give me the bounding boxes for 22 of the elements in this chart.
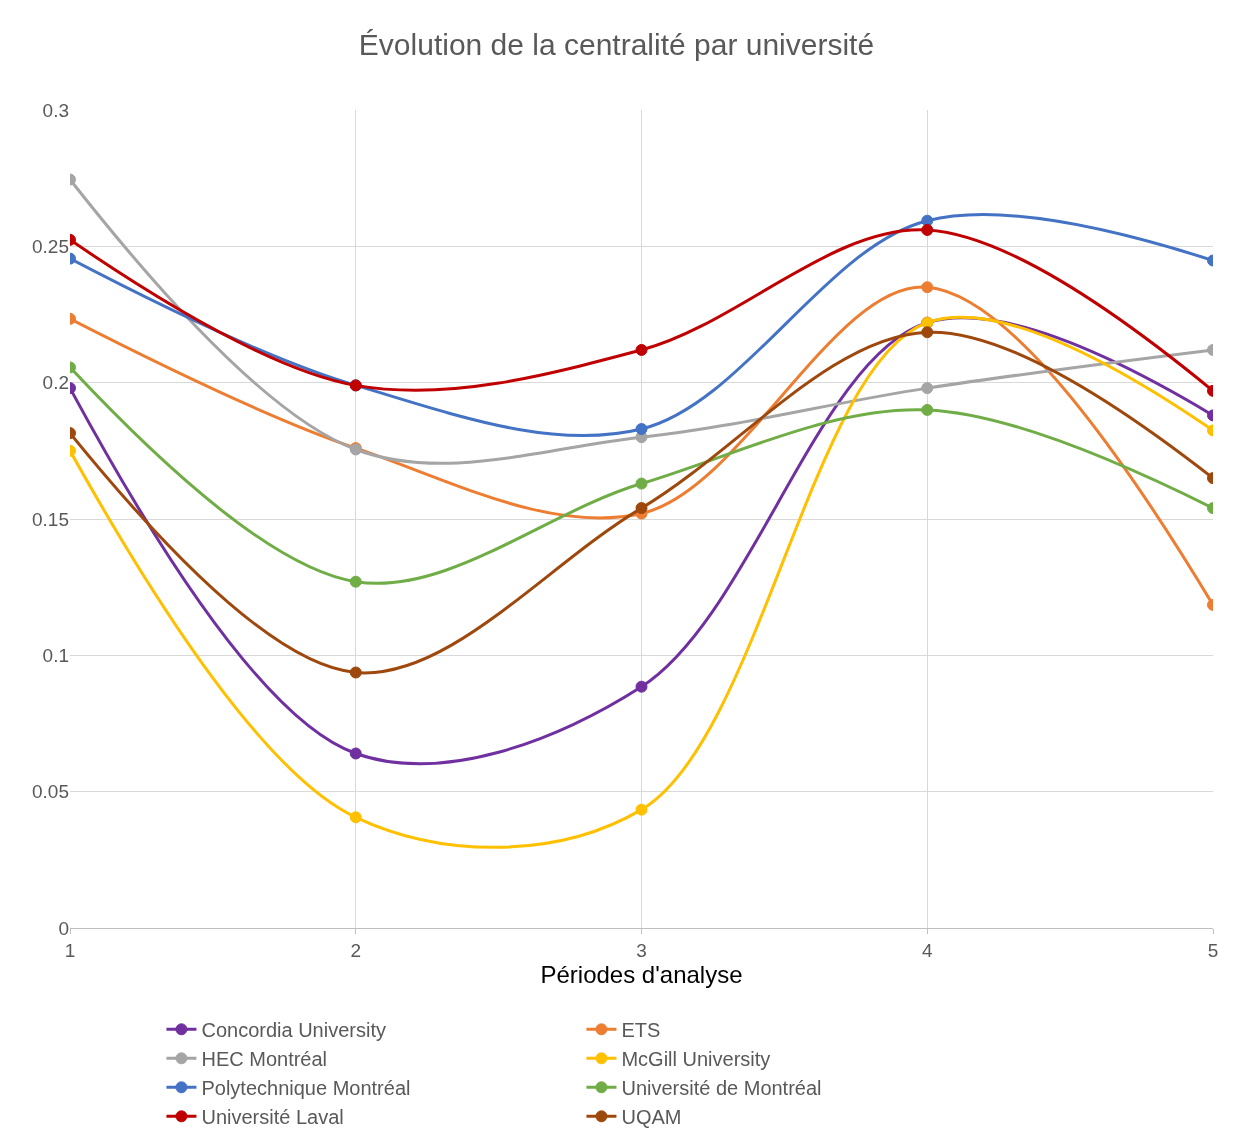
legend-label: UQAM (621, 1106, 682, 1129)
x-tick-label: 4 (921, 939, 933, 961)
x-tick-label: 5 (1207, 939, 1219, 961)
legend-label: McGill University (621, 1048, 771, 1071)
y-tick-label: 0 (58, 917, 69, 939)
legend-label: Concordia University (201, 1019, 386, 1042)
y-tick-label: 0.1 (42, 644, 69, 666)
x-tick-label: 3 (636, 939, 647, 961)
chart-title: Évolution de la centralité par université (358, 28, 875, 62)
y-tick-label: 0.3 (42, 99, 69, 121)
legend-label: Université Laval (201, 1106, 344, 1129)
legend-label: Polytechnique Montréal (201, 1077, 411, 1100)
legend-label: Université de Montréal (621, 1077, 822, 1100)
y-tick-label: 0.05 (32, 781, 69, 803)
x-axis-title: Périodes d'analyse (540, 960, 743, 988)
legend-label: HEC Montréal (201, 1048, 328, 1071)
y-tick-label: 0.15 (32, 508, 69, 530)
y-tick-label: 0.25 (32, 235, 69, 257)
x-tick-label: 2 (350, 939, 362, 961)
legend-label: ETS (621, 1019, 661, 1042)
y-tick-label: 0.2 (42, 372, 69, 394)
x-tick-label: 1 (64, 939, 76, 961)
